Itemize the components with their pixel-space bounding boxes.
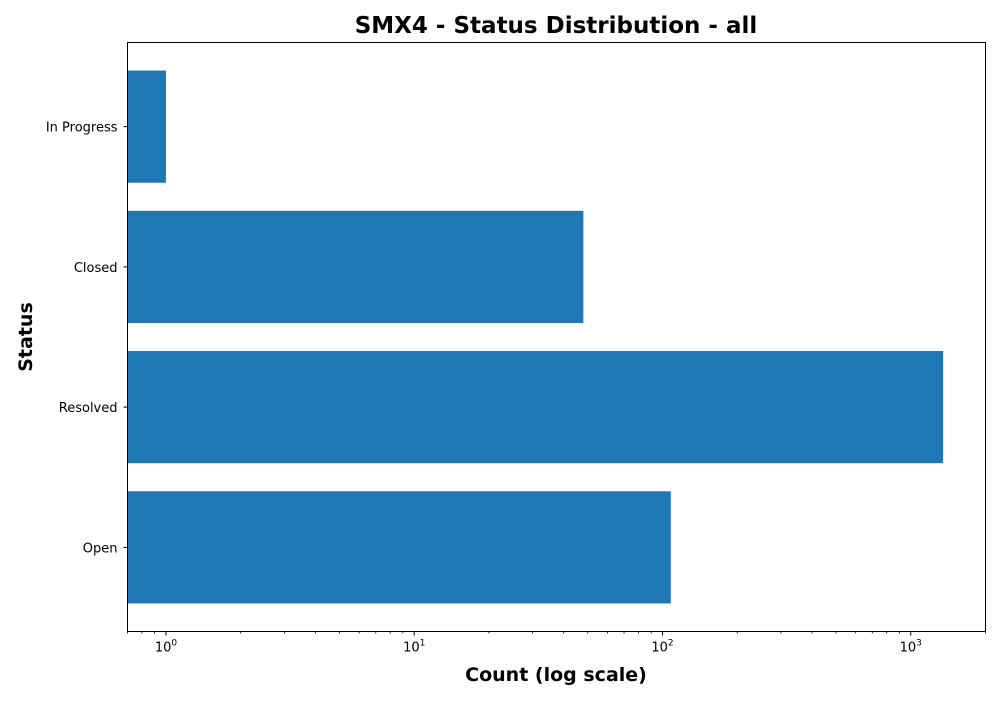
bar-resolved: [127, 351, 944, 464]
bar-in-progress: [127, 70, 166, 183]
chart-title: SMX4 - Status Distribution - all: [355, 13, 758, 39]
y-tick-label: Open: [83, 541, 118, 556]
y-tick-label: Closed: [74, 261, 118, 276]
y-tick-label: Resolved: [59, 401, 118, 416]
bar-closed: [127, 210, 584, 323]
ticks-layer: Open Resolved Closed In Progress 100 101 102 10…: [46, 121, 986, 656]
bar-open: [127, 491, 671, 604]
x-axis-title: Count (log scale): [465, 664, 647, 686]
y-axis-title: Status: [15, 302, 37, 372]
x-tick-label: 100: [155, 639, 178, 656]
x-tick-label: 101: [403, 639, 425, 656]
bars-layer: [127, 70, 944, 604]
y-tick-label: In Progress: [46, 121, 118, 136]
x-tick-label: 102: [651, 639, 673, 656]
x-tick-label: 103: [900, 639, 922, 656]
plot-frame: [127, 42, 986, 632]
